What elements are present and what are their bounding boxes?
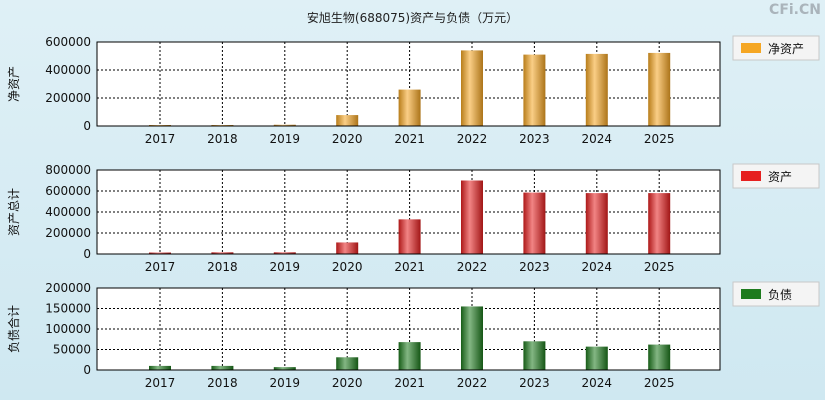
bar-2024 bbox=[585, 346, 608, 370]
x-tick-label: 2022 bbox=[457, 376, 488, 390]
y-tick-label: 800000 bbox=[45, 163, 91, 177]
x-tick-label: 2023 bbox=[519, 376, 550, 390]
y-tick-label: 200000 bbox=[45, 91, 91, 105]
bar-2020 bbox=[336, 357, 359, 370]
plot-frame bbox=[96, 169, 721, 255]
bar-2018 bbox=[211, 365, 234, 370]
y-tick-label: 600000 bbox=[45, 35, 91, 49]
bar-2017 bbox=[149, 252, 171, 254]
x-tick-label: 2024 bbox=[582, 260, 613, 274]
chart-panel-3: 0 50000 100000 150000 200000 2017 2018 2019 2020… bbox=[6, 281, 820, 390]
bar-2021 bbox=[398, 89, 421, 126]
y-tick-label: 200000 bbox=[45, 281, 91, 295]
bar-2023 bbox=[523, 341, 546, 370]
bar-2025 bbox=[648, 344, 671, 370]
x-tick-label: 2022 bbox=[457, 260, 488, 274]
bar-2023 bbox=[523, 192, 546, 254]
x-tick-label: 2018 bbox=[207, 132, 238, 146]
y-tick-label: 400000 bbox=[45, 205, 91, 219]
bar-2017 bbox=[149, 365, 171, 370]
legend: 负债 bbox=[732, 281, 820, 307]
x-tick-label: 2017 bbox=[145, 376, 176, 390]
x-tick-label: 2019 bbox=[270, 260, 301, 274]
x-tick-label: 2020 bbox=[332, 376, 363, 390]
bar-2025 bbox=[648, 52, 671, 126]
legend-label: 资产 bbox=[768, 170, 792, 184]
chart-panel-1: 0 200000 400000 600000 2017 2018 2019 2020 2021 2… bbox=[7, 35, 820, 146]
y-axis-label: 负债合计 bbox=[6, 305, 21, 353]
plot-frame bbox=[96, 287, 721, 371]
legend: 净资产 bbox=[732, 35, 820, 61]
watermark-logo: CFi.CN bbox=[769, 2, 821, 18]
x-tick-label: 2023 bbox=[519, 132, 550, 146]
legend: 资产 bbox=[732, 163, 820, 189]
x-tick-label: 2022 bbox=[457, 132, 488, 146]
bar-2025 bbox=[648, 193, 671, 254]
x-tick-label: 2025 bbox=[644, 132, 675, 146]
bar-2021 bbox=[398, 219, 421, 254]
y-tick-label: 100000 bbox=[45, 322, 91, 336]
y-tick-label: 0 bbox=[83, 119, 91, 133]
x-tick-label: 2019 bbox=[270, 376, 301, 390]
x-tick-label: 2025 bbox=[644, 260, 675, 274]
x-tick-label: 2025 bbox=[644, 376, 675, 390]
bar-2020 bbox=[336, 242, 359, 254]
bar-2019 bbox=[273, 367, 296, 370]
y-tick-label: 0 bbox=[83, 247, 91, 261]
legend-label: 负债 bbox=[768, 288, 792, 302]
y-tick-label: 150000 bbox=[45, 302, 91, 316]
x-tick-label: 2018 bbox=[207, 376, 238, 390]
chart-panel-2: 0 200000 400000 600000 800000 2017 2018 2019 202… bbox=[7, 163, 820, 274]
x-tick-label: 2017 bbox=[145, 132, 176, 146]
bar-2019 bbox=[273, 124, 296, 126]
bar-2020 bbox=[336, 115, 359, 126]
bar-2019 bbox=[273, 252, 296, 254]
legend-swatch bbox=[741, 43, 761, 53]
plot-frame bbox=[96, 41, 721, 127]
y-tick-label: 400000 bbox=[45, 63, 91, 77]
y-axis-label: 净资产 bbox=[7, 66, 21, 102]
bar-2021 bbox=[398, 342, 421, 370]
x-tick-label: 2018 bbox=[207, 260, 238, 274]
y-tick-label: 0 bbox=[83, 363, 91, 377]
x-tick-label: 2024 bbox=[582, 132, 613, 146]
y-tick-label: 600000 bbox=[45, 184, 91, 198]
chart-title: 安旭生物(688075)资产与负债（万元） bbox=[306, 11, 519, 25]
x-tick-label: 2019 bbox=[270, 132, 301, 146]
y-axis-label: 资产总计 bbox=[7, 188, 21, 236]
x-tick-label: 2020 bbox=[332, 132, 363, 146]
bar-2023 bbox=[523, 54, 546, 126]
x-tick-label: 2021 bbox=[394, 132, 425, 146]
bar-2022 bbox=[461, 306, 483, 370]
x-tick-label: 2020 bbox=[332, 260, 363, 274]
y-tick-label: 50000 bbox=[53, 343, 91, 357]
bar-2024 bbox=[585, 53, 608, 126]
legend-swatch bbox=[741, 171, 761, 181]
x-tick-label: 2024 bbox=[582, 376, 613, 390]
x-tick-label: 2023 bbox=[519, 260, 550, 274]
bar-2022 bbox=[461, 180, 483, 254]
x-tick-label: 2017 bbox=[145, 260, 176, 274]
x-tick-label: 2021 bbox=[394, 376, 425, 390]
bar-2022 bbox=[461, 50, 483, 126]
bar-2024 bbox=[585, 193, 608, 254]
x-tick-label: 2021 bbox=[394, 260, 425, 274]
y-tick-label: 200000 bbox=[45, 226, 91, 240]
legend-label: 净资产 bbox=[768, 42, 804, 56]
bar-2018 bbox=[211, 252, 234, 254]
legend-swatch bbox=[741, 289, 761, 299]
